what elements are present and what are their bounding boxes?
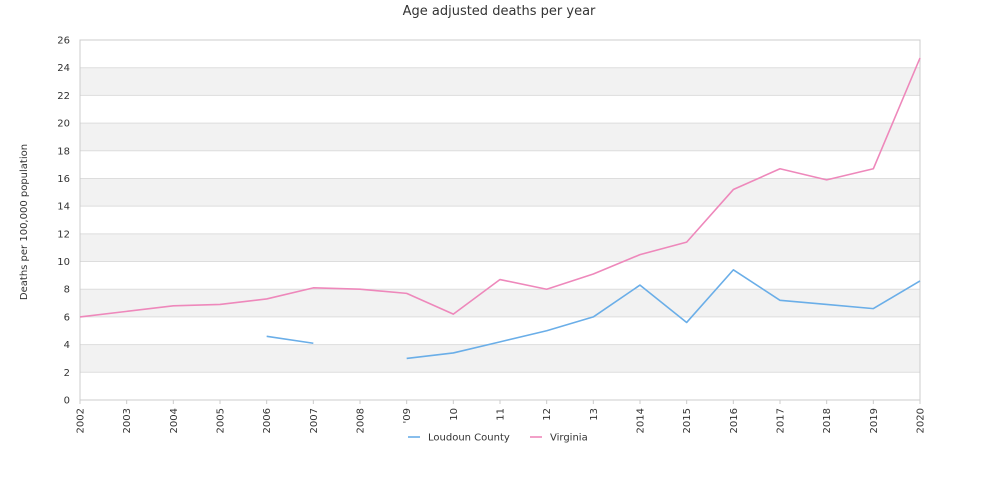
y-tick-label: 8 [64, 285, 70, 296]
legend-label: Loudoun County [428, 433, 510, 444]
legend-label: Virginia [550, 433, 588, 444]
y-tick-label: 6 [64, 312, 70, 323]
x-tick-label: 2006 [262, 408, 273, 433]
y-tick-label: 20 [57, 119, 70, 130]
grid-band [80, 261, 920, 290]
y-tick-label: 10 [57, 257, 70, 268]
x-tick-label: 2017 [776, 408, 787, 433]
grid-band [80, 67, 920, 96]
y-tick-label: 26 [57, 36, 70, 47]
grid-band [80, 344, 920, 373]
series-lines [79, 57, 921, 360]
grid-band [80, 178, 920, 207]
x-tick-label: 10 [449, 408, 460, 421]
series-line-2 [79, 57, 921, 318]
x-tick-label: 13 [589, 408, 600, 421]
x-tick-label: 2015 [682, 408, 693, 433]
x-tick-label: 2007 [309, 408, 320, 433]
legend: Loudoun County Virginia [408, 433, 588, 444]
y-tick-label: 14 [57, 202, 70, 213]
x-tick-label: 2016 [729, 408, 740, 433]
x-tick-label: 2008 [356, 408, 367, 433]
y-tick-label: 2 [64, 368, 70, 379]
grid-band [80, 206, 920, 234]
grid-lines [79, 39, 921, 401]
y-axis-label: Deaths per 100,000 population [19, 144, 30, 300]
x-tick-label: 2018 [822, 408, 833, 433]
x-tick-label: '09 [402, 408, 413, 423]
grid-band [80, 40, 920, 68]
y-tick-label: 0 [64, 396, 70, 407]
x-tick-label: 2014 [636, 408, 647, 433]
y-tick-label: 12 [57, 229, 70, 240]
chart-title: Age adjusted deaths per year [403, 4, 596, 19]
grid-band [80, 316, 920, 345]
y-tick-label: 4 [64, 340, 70, 351]
x-tick-label: 11 [496, 408, 507, 421]
grid-band [80, 289, 920, 317]
x-tick-label: 2005 [216, 408, 227, 433]
x-tick-label: 2003 [122, 408, 133, 433]
grid-band [80, 233, 920, 262]
grid-band [80, 95, 920, 124]
x-axis: 2002 2003 2004 2005 2006 2007 2008 '09 10 11 12 13 2… [76, 400, 927, 433]
y-tick-label: 22 [57, 91, 70, 102]
y-tick-label: 18 [57, 146, 70, 157]
x-tick-label: 2002 [76, 408, 87, 433]
grid-bands [80, 40, 920, 400]
y-tick-label: 16 [57, 174, 70, 185]
x-tick-label: 12 [542, 408, 553, 421]
grid-band [80, 372, 920, 400]
y-tick-label: 24 [57, 63, 70, 74]
x-tick-label: 2019 [869, 408, 880, 433]
grid-band [80, 123, 920, 151]
grid-band [80, 150, 920, 179]
x-tick-label: 2004 [169, 408, 180, 433]
x-tick-label: 2020 [916, 408, 927, 433]
series-line-1 [266, 269, 921, 360]
